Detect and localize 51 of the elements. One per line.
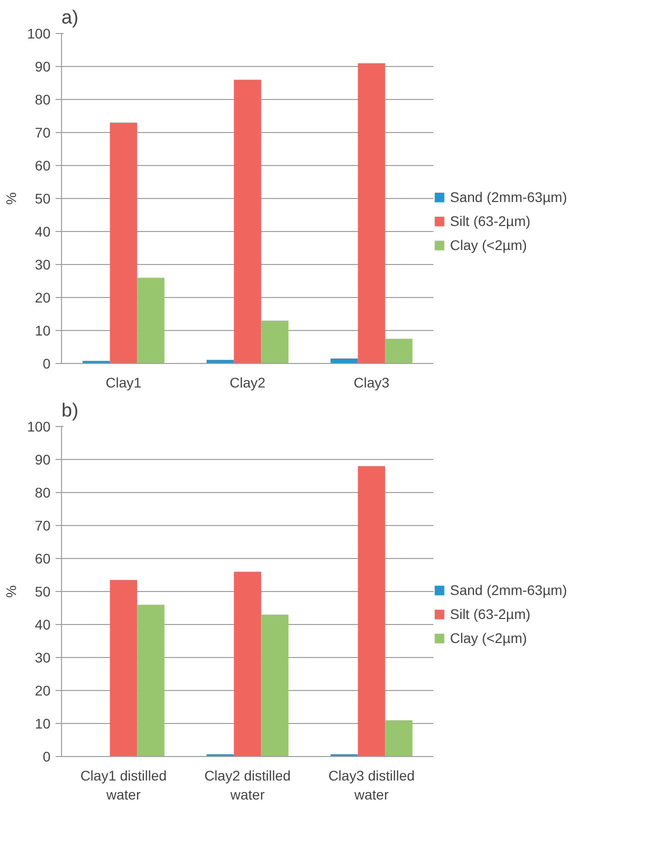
y-tick-label: 90 xyxy=(34,58,51,74)
legend-label: Clay (<2µm) xyxy=(450,630,527,646)
y-tick-label: 40 xyxy=(34,616,51,632)
y-tick-label: 30 xyxy=(34,650,51,666)
y-axis-title: % xyxy=(3,585,20,598)
bar xyxy=(234,572,262,756)
chart-title: a) xyxy=(62,8,78,28)
bar xyxy=(110,122,138,364)
y-tick-label: 20 xyxy=(34,682,51,698)
x-tick-label: Clay3 xyxy=(354,374,390,390)
legend-label: Clay (<2µm) xyxy=(450,237,527,253)
legend-label: Sand (2mm-63µm) xyxy=(450,582,567,598)
y-tick-label: 40 xyxy=(34,224,51,240)
chart-title: b) xyxy=(62,400,78,422)
y-tick-label: 10 xyxy=(34,716,51,732)
y-tick-label: 50 xyxy=(34,190,51,206)
y-tick-label: 10 xyxy=(34,322,51,338)
bar xyxy=(261,614,288,756)
legend-label: Silt (63-2µm) xyxy=(450,606,530,622)
y-tick-label: 100 xyxy=(27,26,51,42)
y-tick-label: 50 xyxy=(34,584,51,600)
bar xyxy=(261,320,288,364)
y-tick-label: 30 xyxy=(34,256,51,272)
bar xyxy=(358,466,386,756)
y-tick-label: 90 xyxy=(34,452,51,468)
bar xyxy=(110,580,138,756)
bar xyxy=(358,63,386,364)
x-tick-label: Clay1 xyxy=(106,374,142,390)
bar xyxy=(234,80,262,364)
x-tick-label: Clay1 distilled water xyxy=(80,768,167,803)
bar xyxy=(137,604,164,756)
y-tick-label: 20 xyxy=(34,290,51,306)
x-tick-label: Clay2 xyxy=(230,374,266,390)
y-tick-label: 80 xyxy=(34,92,51,108)
y-tick-label: 70 xyxy=(34,124,51,140)
bar xyxy=(385,720,412,756)
legend-label: Silt (63-2µm) xyxy=(450,213,530,229)
y-tick-label: 70 xyxy=(34,518,51,534)
bar xyxy=(385,338,412,364)
y-tick-label: 60 xyxy=(34,158,51,174)
y-tick-label: 0 xyxy=(42,356,51,372)
legend-label: Sand (2mm-63µm) xyxy=(450,189,567,205)
bar xyxy=(330,358,358,364)
y-tick-label: 80 xyxy=(34,484,51,500)
y-axis-title: % xyxy=(3,192,20,205)
x-tick-label: Clay3 distilled water xyxy=(328,768,415,803)
y-tick-label: 60 xyxy=(34,550,51,566)
y-tick-label: 0 xyxy=(42,748,51,764)
y-tick-label: 100 xyxy=(27,418,51,434)
bar xyxy=(137,278,164,364)
x-tick-label: Clay2 distilled water xyxy=(204,768,291,803)
